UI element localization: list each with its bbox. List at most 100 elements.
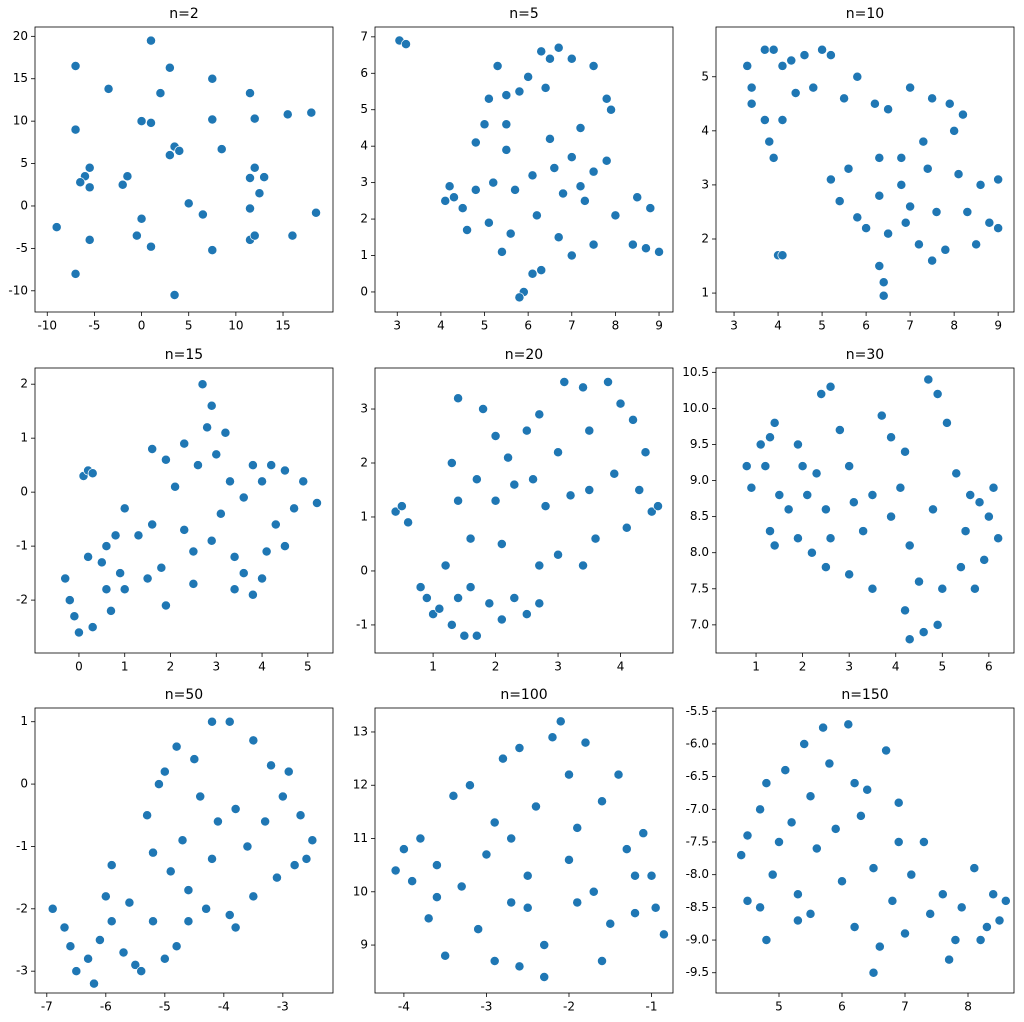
x-tick-label: 6 bbox=[838, 1000, 846, 1014]
x-tick-label: -5 bbox=[88, 319, 100, 333]
point bbox=[868, 967, 879, 978]
y-tick-label: 20 bbox=[13, 29, 28, 43]
y-tick-label: 0 bbox=[20, 485, 28, 499]
point bbox=[193, 460, 203, 471]
axes-frame bbox=[374, 707, 674, 994]
point bbox=[974, 497, 985, 508]
point bbox=[584, 425, 595, 436]
point bbox=[201, 903, 212, 914]
point bbox=[818, 722, 829, 733]
point bbox=[130, 959, 141, 970]
point bbox=[634, 485, 645, 495]
x-tick-label: 3 bbox=[212, 660, 220, 674]
point bbox=[900, 446, 910, 457]
point bbox=[799, 739, 810, 749]
point bbox=[609, 468, 620, 479]
point bbox=[886, 511, 897, 522]
point bbox=[490, 431, 501, 441]
point bbox=[993, 174, 1004, 185]
y-tick-label: 4 bbox=[360, 139, 368, 153]
point bbox=[287, 230, 298, 241]
point bbox=[852, 71, 863, 82]
point bbox=[765, 432, 775, 443]
point bbox=[844, 461, 855, 472]
point bbox=[464, 780, 475, 791]
point bbox=[883, 228, 894, 239]
point bbox=[110, 530, 121, 541]
point bbox=[876, 410, 887, 421]
y-tick-label: -7.5 bbox=[686, 835, 709, 849]
point bbox=[514, 743, 525, 753]
x-tick-label: -10 bbox=[37, 319, 57, 333]
point bbox=[514, 292, 525, 303]
x-tick-label: 5 bbox=[818, 319, 826, 333]
point bbox=[536, 265, 547, 276]
point bbox=[242, 841, 253, 852]
point bbox=[905, 82, 916, 93]
point bbox=[955, 562, 966, 573]
point bbox=[471, 474, 482, 485]
point bbox=[153, 779, 164, 790]
point bbox=[84, 182, 95, 193]
point bbox=[590, 533, 601, 544]
axes-frame bbox=[374, 26, 674, 313]
point bbox=[415, 582, 426, 593]
point bbox=[767, 869, 778, 880]
point bbox=[478, 404, 489, 414]
point bbox=[646, 506, 657, 517]
point bbox=[165, 866, 176, 877]
point bbox=[843, 163, 854, 174]
point bbox=[839, 93, 850, 104]
y-tick-label: -5.5 bbox=[686, 704, 709, 718]
point bbox=[506, 833, 517, 844]
point bbox=[868, 863, 879, 874]
point bbox=[509, 592, 520, 603]
point bbox=[298, 476, 309, 487]
point bbox=[522, 902, 533, 913]
x-tick-label: 3 bbox=[730, 319, 738, 333]
x-tick-label: 3 bbox=[554, 660, 562, 674]
x-tick-label: 5 bbox=[304, 660, 312, 674]
x-tick-label: -5 bbox=[159, 1000, 171, 1014]
point bbox=[988, 482, 999, 493]
point bbox=[70, 268, 81, 279]
subplot: n=15 0 1 2 3 4 5 -2 -1 0 1 2 bbox=[16, 347, 334, 674]
y-tick-label: 2 bbox=[701, 231, 709, 245]
point bbox=[786, 55, 797, 66]
point bbox=[610, 210, 621, 221]
point bbox=[496, 614, 507, 625]
x-tick-label: -3 bbox=[277, 1000, 289, 1014]
point bbox=[777, 60, 788, 71]
point bbox=[887, 895, 898, 906]
point bbox=[229, 551, 240, 562]
point bbox=[249, 113, 260, 124]
point bbox=[615, 398, 626, 409]
y-tick-label: 12 bbox=[353, 778, 368, 792]
point bbox=[521, 425, 532, 436]
subplot: n=2 -10 -5 0 5 10 15 -10 -5 0 5 10 15 20 bbox=[8, 6, 334, 333]
x-tick-label: 15 bbox=[275, 319, 290, 333]
point bbox=[73, 627, 84, 638]
point bbox=[792, 915, 803, 926]
point bbox=[937, 583, 948, 594]
y-tick-label: 15 bbox=[13, 71, 28, 85]
point bbox=[490, 495, 501, 506]
point bbox=[501, 144, 512, 155]
point bbox=[852, 212, 863, 223]
point bbox=[534, 409, 545, 420]
point bbox=[893, 797, 904, 808]
point bbox=[396, 501, 407, 512]
point bbox=[136, 213, 147, 224]
point bbox=[270, 519, 281, 530]
point bbox=[211, 449, 222, 460]
point bbox=[760, 461, 771, 472]
point bbox=[133, 530, 144, 541]
y-tick-label: -9.5 bbox=[686, 965, 709, 979]
point bbox=[994, 915, 1005, 926]
point bbox=[446, 458, 457, 468]
point bbox=[764, 136, 775, 147]
subplot: n=5 3 4 5 6 7 8 9 0 1 2 3 4 5 6 7 bbox=[360, 6, 674, 333]
y-tick-label: 9.5 bbox=[690, 437, 709, 451]
point bbox=[224, 716, 235, 727]
point bbox=[103, 83, 114, 94]
